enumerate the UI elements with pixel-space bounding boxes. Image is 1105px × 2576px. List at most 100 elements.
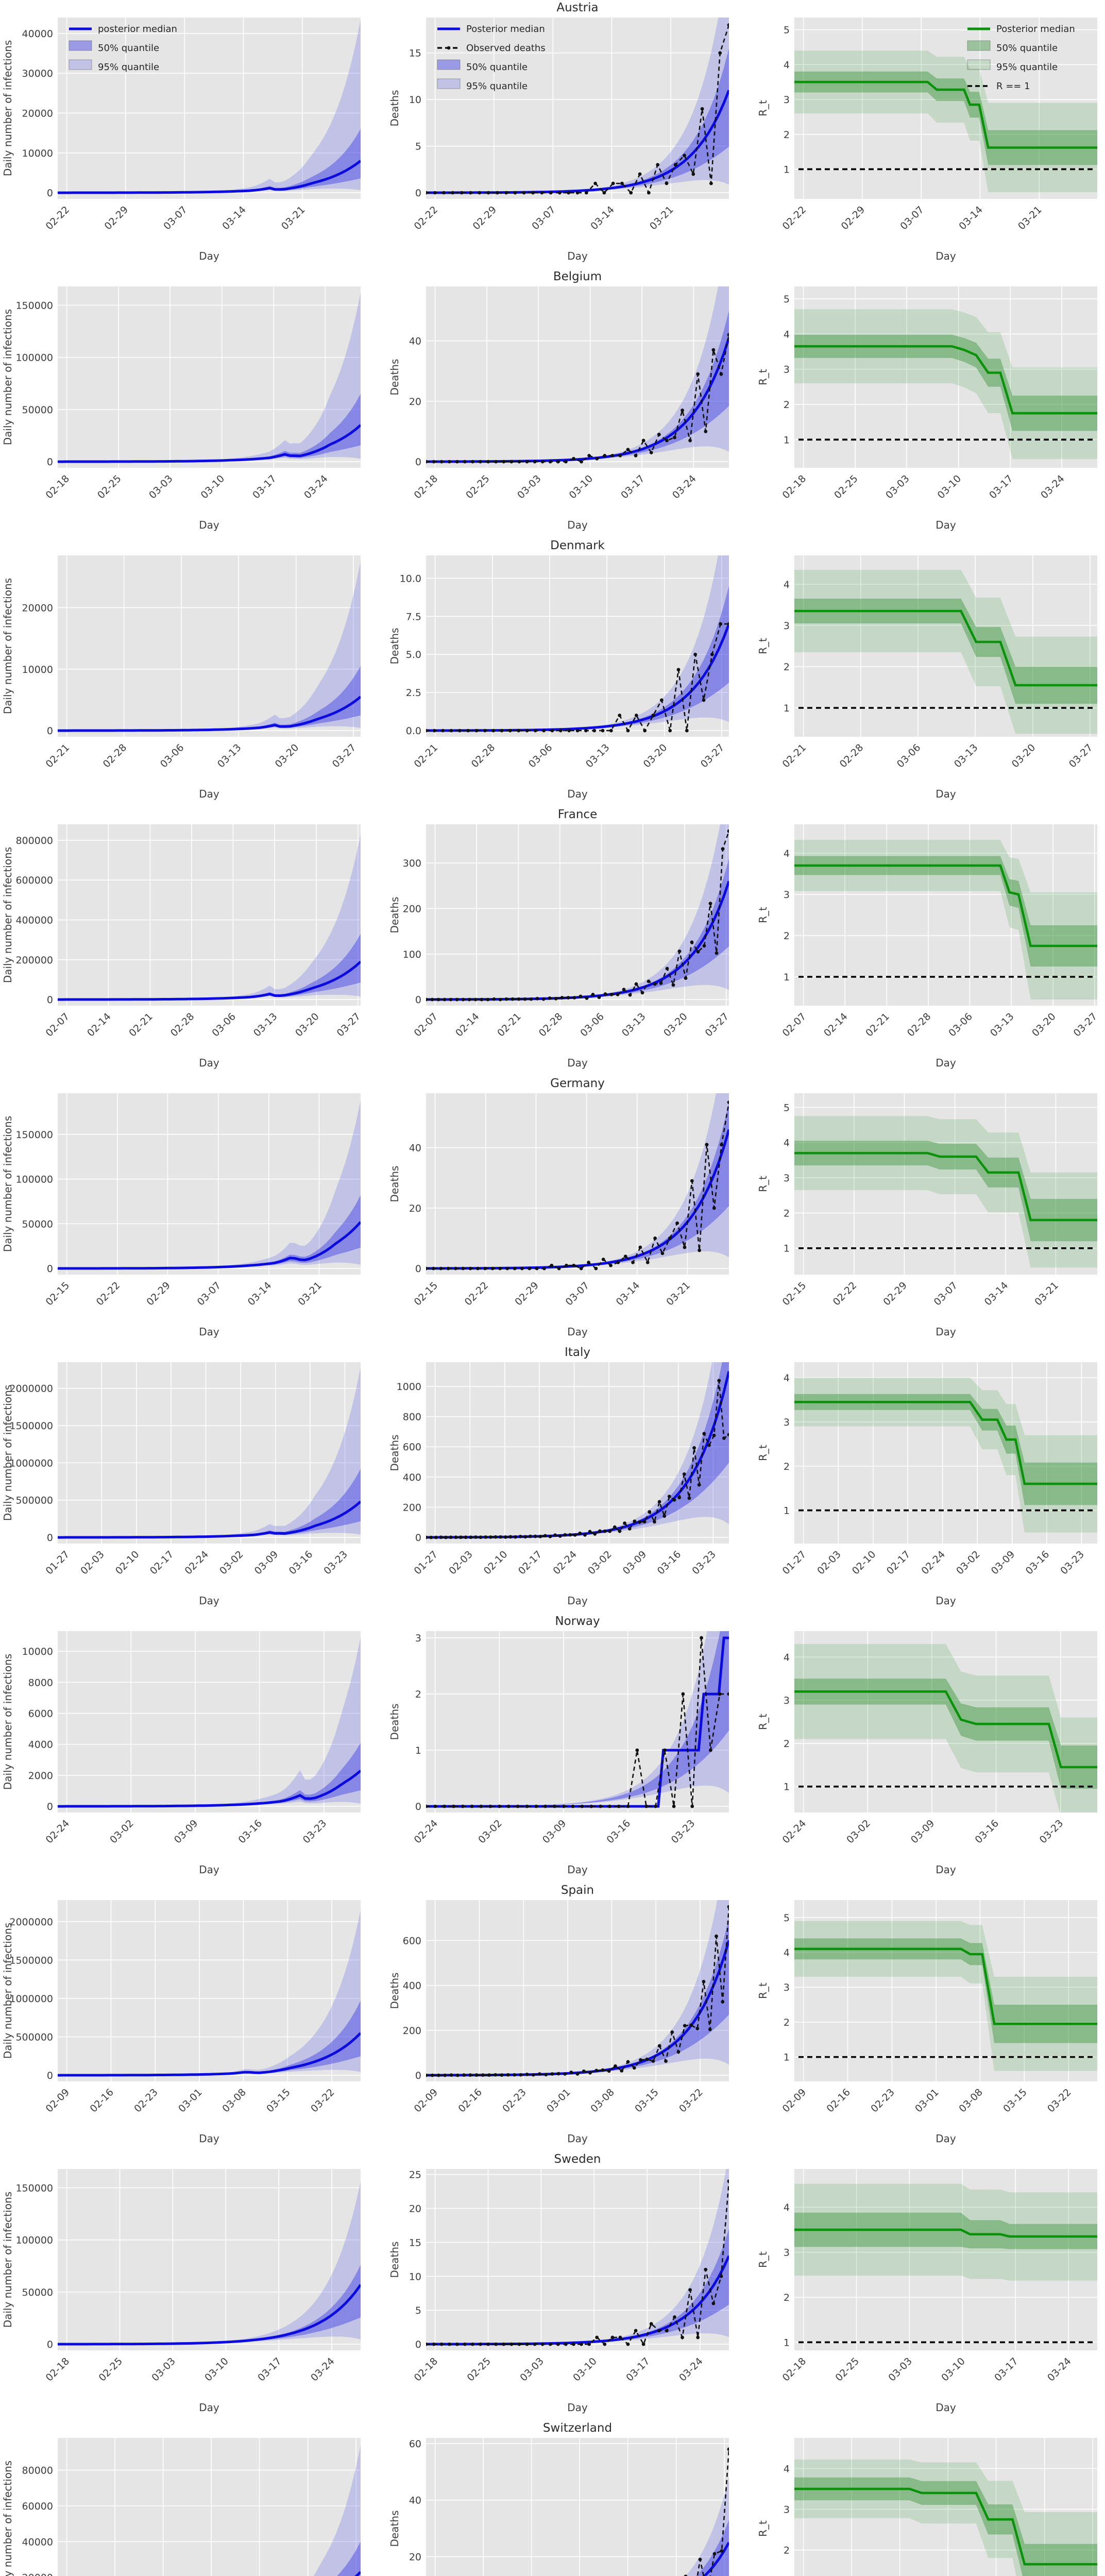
observed-deaths-point: [603, 1529, 607, 1533]
observed-deaths-point: [712, 1433, 716, 1437]
x-tick-label: 03-21: [1032, 1280, 1061, 1308]
y-tick-label: 3: [784, 2504, 790, 2515]
observed-deaths-point: [531, 191, 535, 195]
x-tick-label: 03-09: [989, 1549, 1017, 1577]
observed-deaths-point: [727, 2447, 729, 2451]
observed-deaths-point: [553, 1533, 557, 1537]
observed-deaths-point: [665, 2329, 669, 2333]
observed-deaths-point: [442, 191, 446, 195]
observed-deaths-point: [580, 1804, 584, 1808]
x-tick-label: 02-28: [838, 742, 866, 770]
observed-deaths-point: [557, 1266, 561, 1270]
chart-sweden-infections: 0 50000 100000 150000 02-18 02-25 03-03 03-10 03…: [2, 2169, 361, 2414]
y-tick-label: 2000: [28, 1770, 53, 1782]
plot-background: [426, 286, 729, 468]
observed-deaths-point: [676, 2050, 681, 2054]
y-tick-label: 5: [415, 2305, 421, 2316]
x-tick-label: 02-24: [551, 1549, 579, 1577]
infections-series-group: [58, 1637, 361, 1808]
observed-deaths-point: [556, 2342, 560, 2346]
observed-deaths-point: [580, 2342, 583, 2346]
observed-deaths-point: [486, 997, 490, 1002]
x-tick-label: 02-24: [919, 1549, 947, 1577]
observed-deaths-point: [626, 2342, 630, 2346]
legend-dot-sample: [447, 46, 451, 50]
observed-deaths-point: [455, 2342, 459, 2346]
legend-label: 95% quantile: [466, 81, 528, 92]
x-tick-label: 02-21: [127, 1011, 155, 1039]
x-tick-label: 03-16: [973, 1818, 1001, 1846]
observed-deaths-point: [571, 1804, 575, 1808]
observed-deaths-point: [618, 714, 622, 717]
chart-germany-rt: 1 2 3 4 5 02-15 02-22 02-29 03-07 03-14 03-21 R_t Da…: [757, 1093, 1097, 1338]
observed-deaths-point: [657, 2044, 661, 2048]
observed-deaths-point: [517, 997, 521, 1001]
observed-deaths-point: [460, 191, 464, 195]
observed-deaths-point: [514, 1535, 517, 1539]
observed-deaths-point: [711, 2301, 716, 2306]
y-tick-label: 2: [784, 2292, 790, 2303]
x-axis-label: Day: [936, 2132, 956, 2145]
observed-deaths-point: [727, 1692, 729, 1696]
observed-deaths-point: [719, 2274, 723, 2278]
y-tick-label: 0: [47, 1263, 53, 1275]
y-tick-label: 3: [784, 1417, 790, 1428]
observed-deaths-point: [548, 460, 552, 464]
y-tick-label: 0: [47, 1801, 53, 1812]
y-tick-label: 5: [784, 25, 790, 36]
observed-deaths-point: [653, 1236, 657, 1240]
band-95: [58, 1100, 361, 1268]
x-tick-label: 02-09: [44, 2087, 72, 2115]
observed-deaths-line: [426, 2181, 729, 2346]
y-tick-label: 25: [409, 2170, 421, 2181]
y-tick-label: 2: [784, 399, 790, 411]
observed-deaths-point: [727, 23, 729, 27]
observed-deaths-point: [722, 1436, 726, 1440]
band-50: [794, 599, 1097, 704]
x-tick-label: 03-08: [957, 2087, 985, 2115]
x-axis-label: Day: [567, 1057, 588, 1069]
y-tick-label: 50000: [22, 404, 53, 416]
x-tick-label: 03-17: [619, 473, 647, 501]
observed-deaths-point: [633, 1519, 637, 1523]
observed-deaths-point: [719, 622, 723, 626]
x-tick-label: 03-09: [621, 1549, 649, 1577]
observed-deaths-point: [562, 1804, 566, 1808]
x-tick-label: 02-22: [412, 204, 440, 232]
band-95: [426, 18, 729, 193]
x-axis-label: Day: [199, 2401, 219, 2414]
observed-deaths-point: [449, 728, 453, 733]
posterior-median-line: [58, 160, 361, 194]
x-axis-label: Day: [199, 1863, 219, 1876]
observed-deaths-point: [641, 438, 645, 443]
x-tick-label: 02-28: [168, 1011, 197, 1039]
observed-deaths-point: [449, 1535, 453, 1539]
observed-deaths-point: [520, 1266, 524, 1270]
y-tick-label: 1: [784, 1505, 790, 1517]
y-axis-label-infections: Daily number of infections: [2, 2192, 14, 2328]
observed-deaths-point: [558, 728, 563, 733]
x-tick-label: 03-17: [256, 2355, 284, 2384]
legend-patch-sample: [437, 78, 461, 89]
y-tick-label: 2: [784, 1208, 790, 1219]
x-tick-label: 02-29: [839, 204, 868, 232]
observed-deaths-point: [455, 997, 459, 1002]
observed-deaths-point: [634, 714, 638, 717]
rt-series-group: [794, 309, 1097, 459]
infections-series-group: [58, 1100, 361, 1270]
x-tick-label: 02-18: [780, 2355, 809, 2384]
observed-deaths-point: [677, 950, 682, 953]
plot-background: [58, 555, 361, 737]
x-tick-label: 02-14: [822, 1011, 850, 1039]
observed-deaths-point: [580, 460, 583, 464]
chart-norway-rt: 1 2 3 4 02-24 03-02 03-09 03-16 03-23 R_t Day: [757, 1631, 1097, 1876]
y-axis-label-deaths: Deaths: [388, 1166, 401, 1202]
x-tick-label: 03-13: [215, 742, 244, 770]
posterior-median-line: [794, 1947, 1097, 2025]
x-tick-label: 03-07: [530, 204, 558, 232]
observed-deaths-point: [609, 992, 614, 996]
legend-label: Posterior median: [996, 24, 1075, 35]
observed-deaths-point: [461, 1804, 465, 1808]
x-tick-label: 03-24: [1039, 473, 1067, 501]
x-axis-label: Day: [567, 2401, 588, 2414]
